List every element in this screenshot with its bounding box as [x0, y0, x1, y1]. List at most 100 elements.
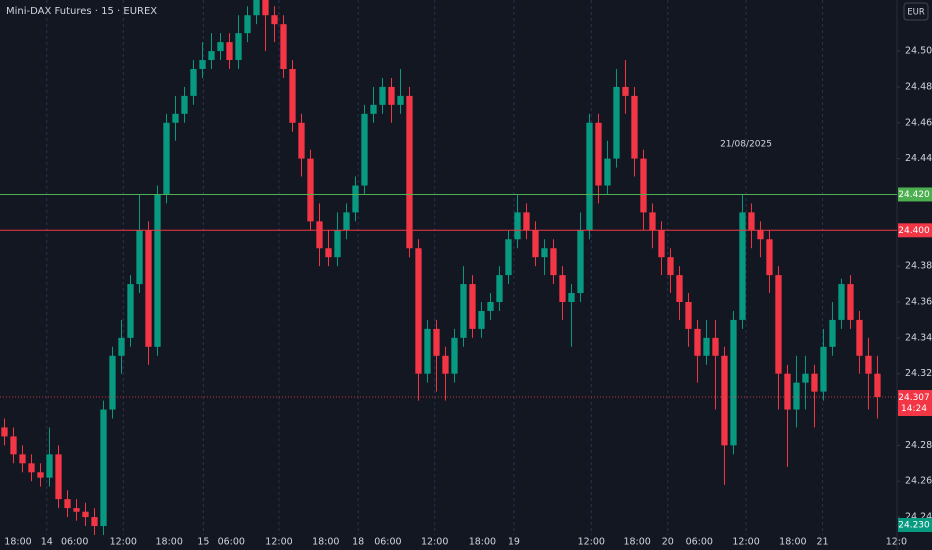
candle-body [136, 230, 143, 285]
candle-body [64, 499, 71, 509]
candle-body [676, 275, 683, 303]
date-annotation: 21/08/2025 [720, 140, 772, 150]
candle-body [874, 373, 881, 397]
x-tick-label: 20 [662, 537, 674, 548]
candle-body [55, 454, 62, 500]
y-tick-label: 24.460 [905, 117, 932, 128]
x-tick-label: 19 [508, 537, 520, 548]
y-tick-label: 24.480 [905, 81, 932, 92]
candle-body [316, 221, 323, 249]
candle-body [244, 15, 251, 34]
candle-body [847, 284, 854, 320]
candles [1, 0, 881, 535]
candle-body [379, 86, 386, 105]
x-tick-label: 18:00 [779, 537, 806, 548]
candle-body [181, 95, 188, 114]
candle-body [208, 51, 215, 61]
x-tick-label: 18:00 [312, 537, 339, 548]
candle-body [73, 508, 80, 512]
candle-body [856, 319, 863, 356]
candle-body [406, 95, 413, 249]
candle-body [343, 212, 350, 231]
candle-body [163, 122, 170, 195]
x-tick-label: 06:00 [686, 537, 713, 548]
candle-body [433, 328, 440, 356]
x-tick-label: 12:00 [110, 537, 137, 548]
y-tick-label: 24.340 [905, 332, 932, 343]
candle-body [487, 302, 494, 311]
candle-body [82, 511, 89, 518]
currency-button[interactable] [903, 2, 929, 21]
candle-body [631, 95, 638, 159]
x-tick-label: 06:00 [218, 537, 245, 548]
y-tick-label: 24.240 [905, 512, 932, 523]
candle-body [262, 0, 269, 16]
x-tick-label: 18:00 [469, 537, 496, 548]
candle-body [235, 33, 242, 61]
last-price-label: 24.307 [898, 393, 930, 403]
candle-body [550, 248, 557, 276]
x-tick-label: 12:0 [886, 537, 907, 548]
candle-body [811, 373, 818, 392]
candle-body [370, 104, 377, 114]
candle-body [613, 86, 620, 159]
candle-body [640, 158, 647, 213]
candle-body [595, 122, 602, 186]
x-tick-label: 06:00 [374, 537, 401, 548]
candle-body [694, 328, 701, 356]
candle-body [199, 60, 206, 70]
y-tick-label: 24.320 [905, 368, 932, 379]
candle-body [604, 158, 611, 186]
candle-body [10, 436, 17, 455]
candle-body [397, 95, 404, 105]
candle-body [253, 0, 260, 16]
low-marker-label: 24.230 [898, 521, 930, 531]
candle-body [352, 185, 359, 213]
candle-body [739, 212, 746, 320]
candle-body [298, 122, 305, 159]
candle-body [748, 212, 755, 231]
candle-body [460, 284, 467, 338]
candle-body [217, 42, 224, 52]
candle-body [721, 355, 728, 446]
chart-title: Mini-DAX Futures · 15 · EUREX [6, 6, 157, 17]
y-tick-label: 24.380 [905, 261, 932, 272]
candle-body [541, 248, 548, 258]
candle-body [865, 355, 872, 374]
candle-body [127, 284, 134, 338]
candle-body [46, 454, 53, 478]
y-tick-label: 24.360 [905, 297, 932, 308]
y-tick-label: 24.280 [905, 440, 932, 451]
x-tick-label: 18:00 [155, 537, 182, 548]
currency-label[interactable]: EUR [907, 8, 925, 18]
candle-body [793, 382, 800, 410]
x-tick-label: 06:00 [61, 537, 88, 548]
x-tick-label: 18:00 [623, 537, 650, 548]
candle-body [622, 86, 629, 96]
last-price-box [898, 389, 932, 416]
level-label: 24.420 [898, 190, 930, 200]
candle-body [658, 230, 665, 258]
candle-body [271, 15, 278, 25]
candle-body [505, 239, 512, 276]
candle-body [388, 86, 395, 105]
grid: 24.24024.26024.28024.30024.32024.34024.3… [4, 0, 932, 550]
candle-body [478, 310, 485, 329]
candle-body [307, 158, 314, 222]
candle-body [577, 230, 584, 294]
candle-body [118, 337, 125, 356]
candle-body [649, 212, 656, 231]
candle-body [91, 517, 98, 527]
candle-body [37, 472, 44, 478]
candle-body [154, 194, 161, 347]
candle-body [100, 409, 107, 527]
x-tick-label: 15 [197, 537, 209, 548]
x-tick-label: 12:00 [265, 537, 292, 548]
level-label: 24.400 [898, 226, 930, 236]
candle-body [289, 69, 296, 123]
candle-body [280, 24, 287, 70]
candle-body [775, 275, 782, 374]
candle-body [829, 319, 836, 347]
